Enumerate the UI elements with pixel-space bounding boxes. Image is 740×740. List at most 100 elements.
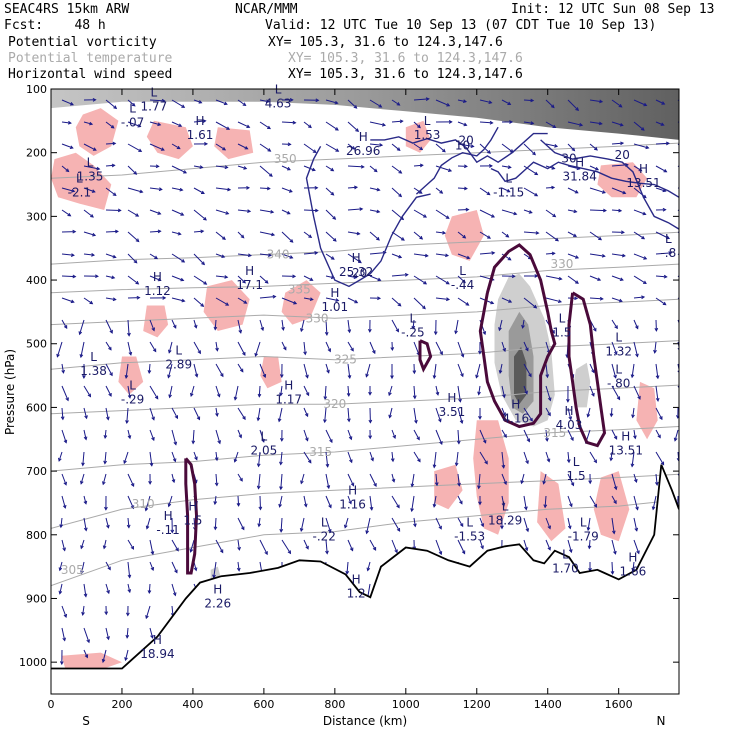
wind-vector bbox=[413, 297, 426, 309]
wind-vector bbox=[589, 209, 606, 212]
wind-vector-head bbox=[70, 299, 75, 304]
wind-vector bbox=[347, 208, 363, 211]
wind-vector-head bbox=[95, 274, 99, 279]
wind-vector-head bbox=[459, 523, 464, 528]
wind-vector-head bbox=[242, 279, 246, 284]
wind-vector-head bbox=[478, 350, 482, 355]
wind-vector-head bbox=[347, 329, 352, 334]
wind-vector bbox=[435, 253, 449, 257]
wind-vector bbox=[633, 296, 645, 299]
wind-vector-head bbox=[112, 297, 117, 302]
wind-vector bbox=[435, 165, 452, 172]
wind-vector-head bbox=[513, 211, 518, 216]
wind-vector-head bbox=[633, 478, 638, 483]
wind-vector-head bbox=[643, 102, 648, 107]
init-time: Init: 12 UTC Sun 08 Sep 13 bbox=[511, 2, 715, 17]
wind-vector-head bbox=[412, 395, 417, 400]
wind-vector-head bbox=[528, 373, 532, 378]
wind-vector-head bbox=[203, 281, 208, 285]
wind-vector bbox=[545, 121, 556, 128]
wind-vector-head bbox=[446, 297, 451, 302]
wind-vector bbox=[61, 253, 74, 256]
wind-vector bbox=[654, 341, 657, 353]
wind-vector-head bbox=[130, 505, 135, 510]
wind-vector bbox=[148, 583, 151, 594]
wind-vector bbox=[655, 451, 665, 465]
wind-vector-head bbox=[390, 375, 394, 380]
wind-vector-head bbox=[81, 462, 85, 467]
wind-vector-head bbox=[568, 549, 573, 554]
wind-vector-head bbox=[439, 441, 443, 446]
wind-vector-head bbox=[124, 374, 129, 379]
wind-vector bbox=[255, 341, 261, 357]
y-tick-label: 500 bbox=[26, 338, 47, 351]
extremum-value: -.07 bbox=[121, 115, 144, 129]
wind-vector bbox=[278, 407, 283, 422]
wind-vector-head bbox=[360, 164, 365, 169]
wind-vector bbox=[633, 165, 642, 172]
wind-vector bbox=[127, 385, 131, 398]
wind-vector bbox=[347, 539, 354, 551]
wind-vector-head bbox=[106, 524, 110, 529]
wind-vector bbox=[237, 495, 240, 506]
wind-vector-head bbox=[114, 229, 119, 234]
wind-vector bbox=[522, 319, 525, 328]
wind-vector bbox=[300, 473, 305, 484]
wind-vector bbox=[237, 143, 248, 150]
pv-positive-region bbox=[434, 464, 463, 510]
extremum-kind: H bbox=[245, 264, 254, 278]
wind-vector bbox=[215, 253, 225, 258]
wind-vector-head bbox=[630, 374, 635, 379]
extremum-value: 1.32 bbox=[605, 345, 632, 359]
wind-vector bbox=[347, 253, 362, 264]
wind-vector bbox=[61, 319, 68, 329]
wind-vector-head bbox=[491, 251, 496, 255]
wind-vector-head bbox=[215, 347, 219, 352]
wind-vector-head bbox=[388, 392, 392, 397]
wind-vector bbox=[303, 385, 310, 396]
wind-vector-head bbox=[213, 501, 218, 506]
wind-vector-head bbox=[109, 329, 113, 334]
wind-vector bbox=[435, 429, 443, 445]
wind-vector bbox=[193, 341, 201, 354]
wind-vector bbox=[391, 274, 408, 277]
wind-vector-head bbox=[199, 165, 204, 169]
wind-vector-head bbox=[534, 192, 539, 197]
wind-vector-head bbox=[244, 146, 249, 150]
wind-vector bbox=[413, 385, 416, 399]
wind-vector-head bbox=[594, 146, 598, 151]
wind-vector bbox=[655, 165, 667, 173]
wind-vector bbox=[391, 143, 401, 151]
wind-vector bbox=[215, 407, 218, 416]
wind-vector-head bbox=[278, 503, 282, 508]
wind-vector bbox=[61, 275, 76, 278]
wind-vector bbox=[632, 561, 635, 571]
wind-vector bbox=[366, 517, 371, 534]
wind-vector bbox=[61, 539, 66, 551]
wind-vector bbox=[633, 539, 640, 554]
extremum-value: -1.15 bbox=[493, 186, 524, 200]
wind-vector bbox=[149, 407, 155, 420]
wind-vector bbox=[369, 231, 380, 241]
wind-vector bbox=[149, 253, 158, 260]
wind-vector-head bbox=[56, 353, 60, 358]
wind-vector-head bbox=[157, 122, 162, 127]
wind-vector bbox=[193, 297, 204, 307]
wind-vector-head bbox=[303, 503, 308, 508]
wind-vector-head bbox=[602, 208, 607, 213]
wind-vector bbox=[347, 165, 364, 168]
wind-vector bbox=[501, 165, 511, 168]
y-tick-label: 700 bbox=[26, 465, 47, 478]
wind-vector-head bbox=[666, 235, 671, 240]
theta-isoline bbox=[51, 384, 679, 415]
wind-vector-head bbox=[441, 148, 446, 153]
wind-vector bbox=[589, 363, 595, 373]
wind-vector-head bbox=[509, 120, 514, 124]
extremum-value: 13.51 bbox=[609, 443, 643, 457]
wind-vector-head bbox=[394, 549, 398, 554]
wind-vector-head bbox=[660, 461, 665, 466]
wind-vector-head bbox=[687, 107, 690, 110]
speed-contour-label: 20 bbox=[615, 148, 630, 162]
wind-vector-head bbox=[620, 141, 625, 146]
wind-vector bbox=[105, 253, 116, 258]
